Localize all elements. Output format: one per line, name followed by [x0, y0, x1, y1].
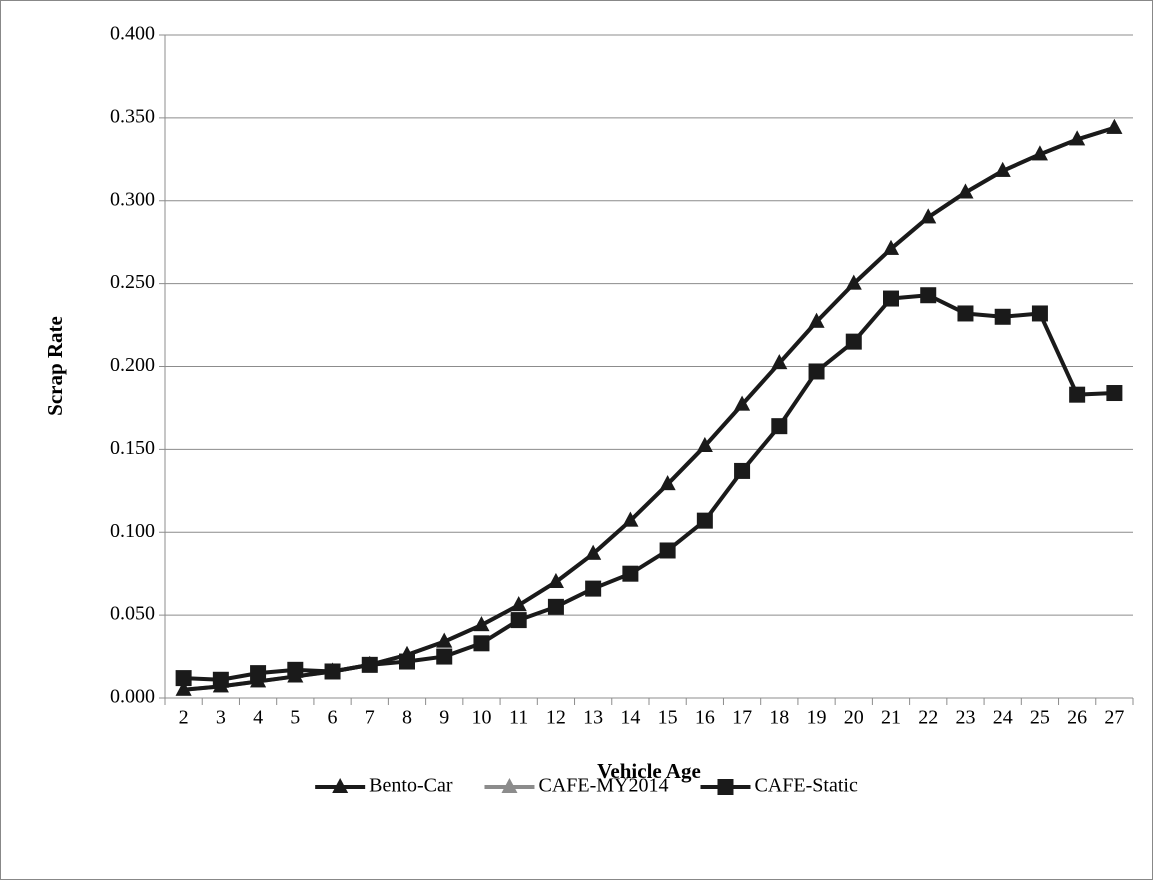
y-axis-title: Scrap Rate — [43, 316, 67, 416]
x-tick-label: 18 — [769, 707, 789, 729]
marker — [845, 333, 862, 350]
legend: Bento-Car CAFE-MY2014 CAFE-Static — [315, 775, 858, 797]
legend-label: CAFE-MY2014 — [538, 775, 668, 797]
marker — [332, 778, 349, 793]
x-tick-label: 9 — [439, 707, 449, 729]
x-tick-label: 12 — [546, 707, 566, 729]
y-tick-label: 0.000 — [110, 686, 155, 708]
marker — [622, 511, 639, 527]
x-tick-label: 25 — [1030, 707, 1050, 729]
y-tick-label: 0.100 — [110, 520, 155, 542]
marker — [920, 208, 937, 224]
marker — [399, 653, 415, 670]
marker — [659, 475, 676, 491]
x-tick-label: 11 — [509, 707, 528, 729]
x-tick-label: 5 — [290, 707, 300, 729]
x-tick-label: 6 — [328, 707, 338, 729]
marker — [1069, 386, 1086, 403]
marker — [175, 680, 192, 696]
marker — [510, 612, 527, 629]
marker — [1106, 118, 1123, 134]
x-tick-label: 16 — [695, 707, 715, 729]
x-tick-label: 26 — [1067, 707, 1087, 729]
x-tick-label: 7 — [365, 707, 375, 729]
marker — [324, 663, 341, 680]
marker — [659, 542, 676, 559]
x-tick-label: 22 — [918, 707, 938, 729]
marker — [883, 290, 899, 307]
marker — [287, 661, 304, 678]
x-tick-label: 2 — [179, 707, 189, 729]
marker — [436, 648, 453, 665]
marker — [1106, 385, 1123, 402]
marker — [212, 671, 229, 688]
marker — [957, 183, 974, 199]
marker — [1069, 130, 1086, 146]
marker — [957, 305, 974, 322]
marker — [1031, 305, 1048, 322]
y-tick-label: 0.250 — [110, 271, 155, 293]
marker — [696, 512, 713, 529]
marker — [808, 312, 825, 328]
marker — [622, 565, 639, 582]
marker — [734, 462, 751, 479]
marker — [771, 354, 788, 370]
marker — [547, 572, 564, 588]
legend-label: Bento-Car — [369, 775, 453, 797]
y-tick-label: 0.300 — [110, 188, 155, 210]
x-tick-label: 19 — [807, 707, 827, 729]
marker — [883, 239, 899, 255]
x-tick-label: 10 — [471, 707, 491, 729]
marker — [547, 598, 564, 615]
y-tick-label: 0.150 — [110, 437, 155, 459]
x-tick-label: 20 — [844, 707, 864, 729]
x-tick-label: 17 — [732, 707, 752, 729]
marker — [696, 437, 713, 453]
marker — [436, 632, 453, 648]
marker — [808, 363, 825, 380]
marker — [501, 778, 518, 793]
x-tick-label: 14 — [620, 707, 640, 729]
marker — [510, 596, 527, 612]
x-tick-label: 13 — [583, 707, 603, 729]
marker — [845, 274, 862, 290]
marker — [585, 544, 602, 560]
marker — [1031, 145, 1048, 161]
marker — [585, 580, 602, 597]
marker — [473, 616, 490, 632]
y-tick-label: 0.350 — [110, 105, 155, 127]
x-tick-label: 15 — [658, 707, 678, 729]
marker — [734, 395, 751, 411]
x-tick-label: 23 — [955, 707, 975, 729]
marker — [473, 635, 490, 652]
x-axis-title: Vehicle Age — [597, 759, 701, 783]
marker — [361, 656, 378, 673]
x-tick-label: 4 — [253, 707, 263, 729]
y-tick-label: 0.050 — [110, 603, 155, 625]
marker — [250, 665, 267, 682]
marker — [771, 418, 788, 435]
marker — [994, 161, 1011, 177]
x-tick-label: 24 — [993, 707, 1013, 729]
x-tick-label: 27 — [1104, 707, 1124, 729]
x-tick-label: 3 — [216, 707, 226, 729]
y-tick-label: 0.400 — [110, 23, 155, 45]
marker — [920, 287, 937, 304]
legend-label: CAFE-Static — [754, 775, 857, 797]
marker — [994, 308, 1011, 325]
x-tick-label: 21 — [881, 707, 901, 729]
y-tick-label: 0.200 — [110, 354, 155, 376]
x-tick-label: 8 — [402, 707, 412, 729]
marker — [717, 779, 734, 795]
marker — [175, 670, 192, 687]
